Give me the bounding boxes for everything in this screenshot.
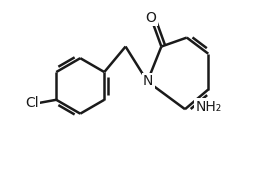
- Text: N: N: [143, 74, 154, 88]
- Text: NH₂: NH₂: [195, 100, 221, 113]
- Text: Cl: Cl: [25, 96, 39, 110]
- Text: O: O: [146, 11, 156, 25]
